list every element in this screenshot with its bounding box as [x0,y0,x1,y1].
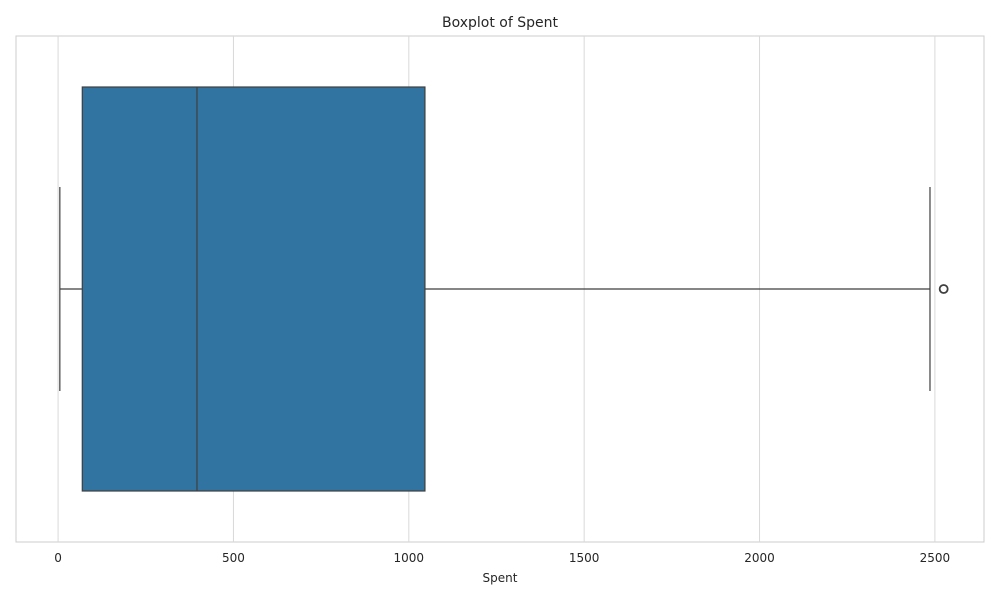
plot-area [15,35,985,543]
x-tick-label-1500: 1500 [569,551,600,565]
iqr-box [81,86,426,492]
x-tick-label-1000: 1000 [394,551,425,565]
x-axis-ticks: 0 500 1000 1500 2000 2500 [54,551,950,565]
x-tick-label-0: 0 [54,551,62,565]
x-axis-label: Spent [483,571,518,585]
chart-title: Boxplot of Spent [442,15,559,31]
x-tick-label-500: 500 [222,551,245,565]
boxes [59,86,949,492]
x-tick-label-2000: 2000 [744,551,775,565]
box-series-0 [59,86,949,492]
x-tick-label-2500: 2500 [920,551,951,565]
outlier-point-0 [938,284,949,294]
